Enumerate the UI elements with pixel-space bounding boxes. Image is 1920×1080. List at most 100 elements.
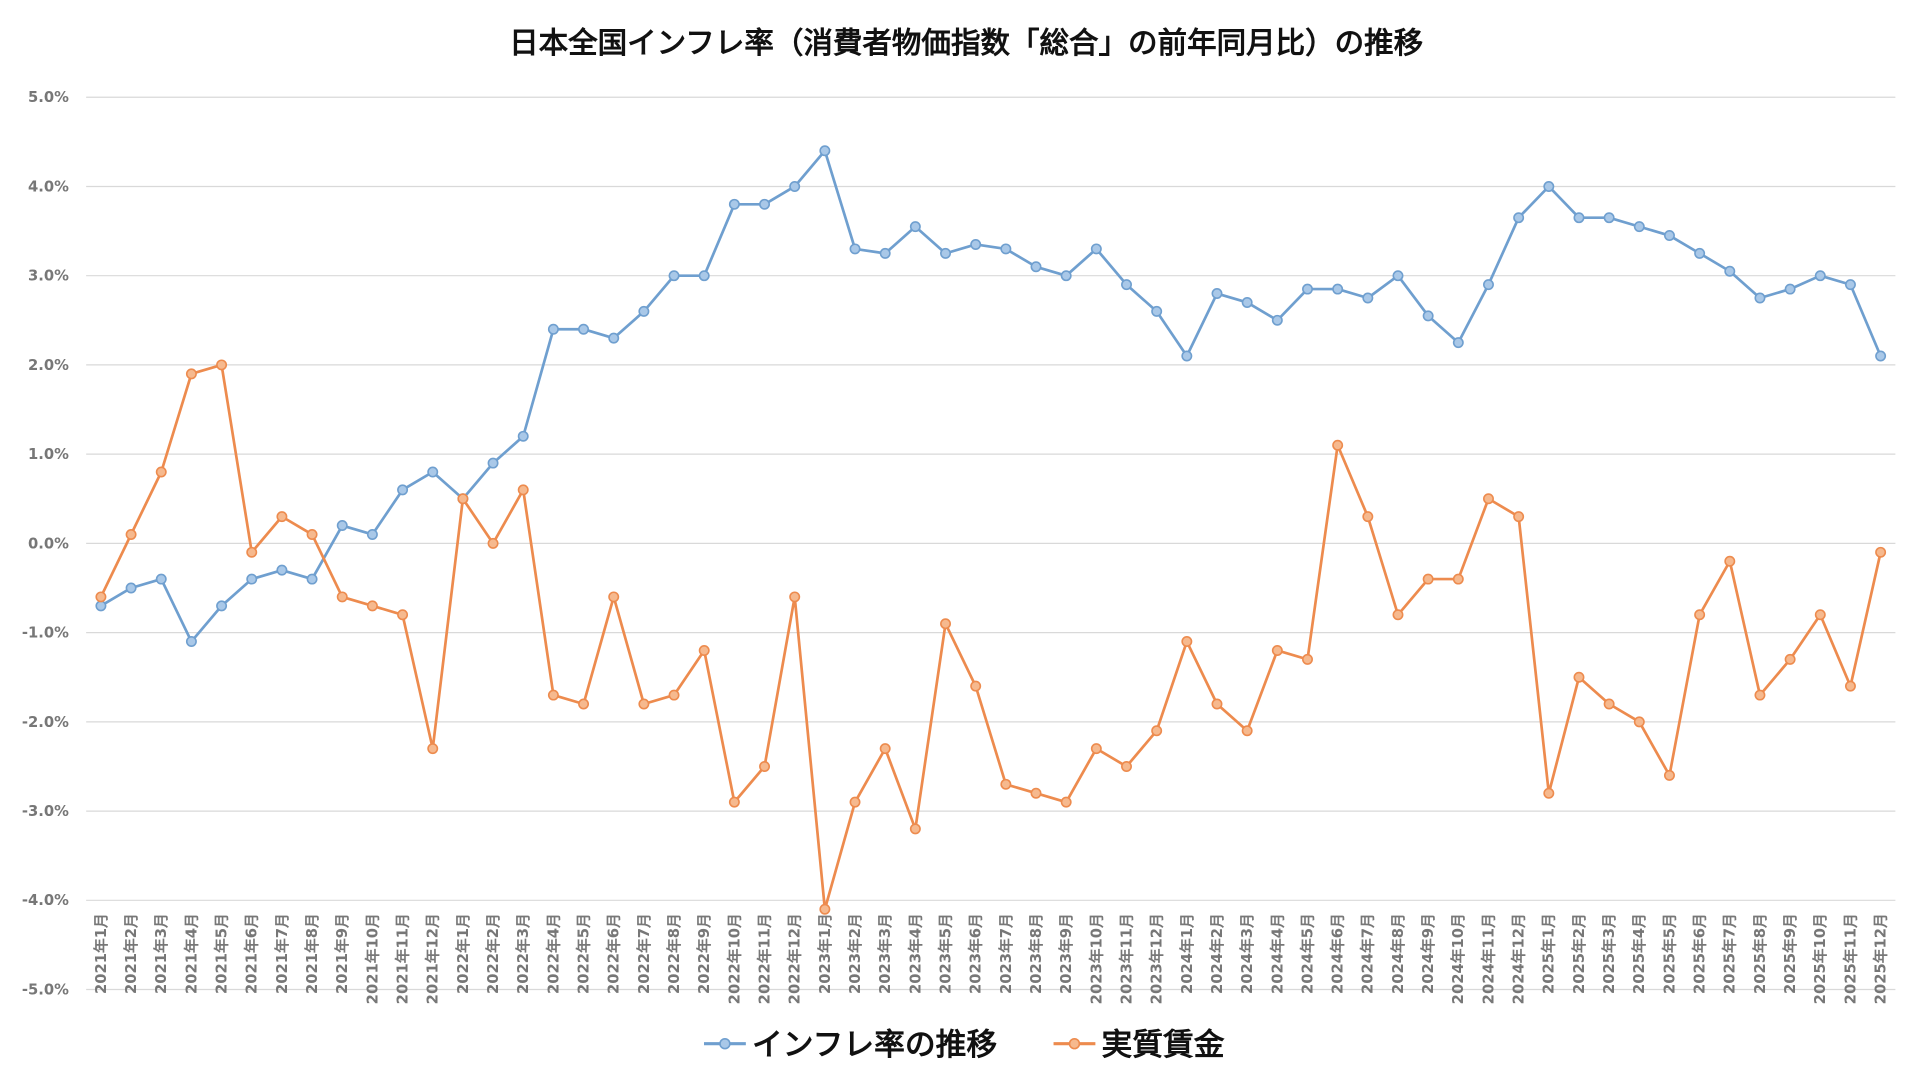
data-point bbox=[1241, 296, 1253, 308]
data-point bbox=[970, 680, 982, 692]
x-axis: 2021年1月 2021年2月 2021年3月 2021年4月 2021年5月 2021年… bbox=[92, 913, 1890, 1004]
data-point bbox=[246, 573, 258, 585]
x-tick-label: 2022年7月 bbox=[635, 913, 653, 994]
data-point bbox=[1302, 653, 1313, 665]
data-point bbox=[185, 368, 197, 380]
x-tick-label: 2023年11月 bbox=[1117, 913, 1135, 1004]
data-point bbox=[1844, 279, 1856, 291]
data-point bbox=[1663, 769, 1675, 781]
data-point bbox=[668, 270, 680, 282]
data-point bbox=[1875, 546, 1887, 558]
data-point bbox=[517, 430, 529, 442]
data-point bbox=[1000, 243, 1012, 255]
x-tick-label: 2024年7月 bbox=[1359, 913, 1377, 994]
data-point bbox=[1392, 270, 1404, 282]
data-point bbox=[185, 636, 197, 648]
data-point bbox=[1573, 671, 1585, 683]
data-point bbox=[1694, 247, 1706, 259]
x-tick-label: 2025年1月 bbox=[1540, 913, 1558, 994]
x-tick-label: 2025年3月 bbox=[1600, 913, 1618, 994]
x-tick-label: 2022年10月 bbox=[725, 913, 743, 1004]
data-point bbox=[698, 270, 710, 282]
x-tick-label: 2025年6月 bbox=[1691, 913, 1709, 994]
data-point bbox=[125, 528, 137, 540]
x-tick-label: 2021年6月 bbox=[243, 913, 261, 994]
data-point bbox=[1483, 279, 1494, 291]
chart-title: 日本全国インフレ率（消費者物価指数「総合」の前年同月比）の推移 bbox=[509, 26, 1423, 60]
x-tick-label: 2024年9月 bbox=[1419, 913, 1437, 994]
x-tick-label: 2022年4月 bbox=[544, 913, 562, 994]
series-line bbox=[99, 363, 1882, 911]
data-point bbox=[728, 796, 740, 808]
data-point bbox=[940, 247, 951, 259]
x-tick-label: 2023年9月 bbox=[1057, 913, 1075, 994]
data-point bbox=[276, 564, 288, 576]
data-point bbox=[759, 760, 771, 772]
data-point bbox=[578, 698, 590, 710]
data-point bbox=[879, 743, 891, 755]
data-point bbox=[1332, 439, 1344, 451]
data-point bbox=[608, 591, 620, 603]
data-point bbox=[1090, 243, 1102, 255]
data-point bbox=[1000, 778, 1012, 790]
y-tick-label: -2.0% bbox=[22, 714, 69, 731]
data-point bbox=[819, 903, 831, 915]
x-tick-label: 2023年8月 bbox=[1027, 913, 1045, 994]
data-point bbox=[547, 323, 559, 335]
x-tick-label: 2022年9月 bbox=[695, 913, 713, 994]
legend-item-real-wage[interactable]: 実質賃金 bbox=[1053, 1027, 1225, 1063]
data-point bbox=[1754, 292, 1766, 304]
x-tick-label: 2023年5月 bbox=[936, 913, 954, 994]
data-point bbox=[1271, 314, 1283, 326]
x-tick-label: 2021年4月 bbox=[182, 913, 200, 994]
x-tick-label: 2021年11月 bbox=[393, 913, 411, 1004]
data-point bbox=[1181, 636, 1193, 648]
legend[interactable]: インフレ率の推移 実質賃金 bbox=[704, 1027, 1225, 1063]
data-point bbox=[1814, 609, 1826, 621]
legend-marker-real-wage bbox=[1068, 1037, 1081, 1050]
x-tick-label: 2023年7月 bbox=[997, 913, 1015, 994]
data-point bbox=[1633, 221, 1645, 233]
data-point bbox=[578, 323, 590, 335]
data-point bbox=[1181, 350, 1193, 362]
data-point bbox=[970, 238, 982, 250]
x-tick-label: 2022年5月 bbox=[574, 913, 592, 994]
y-tick-label: 1.0% bbox=[28, 446, 69, 463]
data-point bbox=[1483, 493, 1494, 505]
x-tick-label: 2021年3月 bbox=[152, 913, 170, 994]
legend-item-inflation[interactable]: インフレ率の推移 bbox=[704, 1027, 997, 1063]
data-point bbox=[1784, 283, 1796, 295]
data-point bbox=[1663, 230, 1675, 242]
x-tick-label: 2023年6月 bbox=[967, 913, 985, 994]
x-tick-label: 2025年9月 bbox=[1781, 913, 1799, 994]
data-point bbox=[638, 698, 650, 710]
data-point bbox=[909, 221, 921, 233]
data-point bbox=[216, 600, 228, 612]
legend-marker-inflation bbox=[719, 1037, 731, 1050]
data-point bbox=[1211, 288, 1223, 300]
data-point bbox=[849, 243, 861, 255]
data-point bbox=[789, 180, 801, 192]
data-point bbox=[1060, 270, 1072, 282]
x-tick-label: 2025年5月 bbox=[1660, 913, 1678, 994]
data-point bbox=[216, 359, 228, 371]
x-tick-label: 2025年7月 bbox=[1721, 913, 1739, 994]
data-point bbox=[1332, 283, 1344, 295]
y-tick-label: 0.0% bbox=[28, 535, 69, 552]
data-point bbox=[487, 537, 499, 549]
x-tick-label: 2025年4月 bbox=[1630, 913, 1648, 994]
data-point bbox=[1875, 350, 1887, 362]
data-point bbox=[276, 511, 288, 523]
data-point bbox=[306, 528, 318, 540]
data-point bbox=[1422, 310, 1434, 322]
data-point bbox=[155, 573, 167, 585]
data-point bbox=[1724, 555, 1736, 567]
x-tick-label: 2022年8月 bbox=[665, 913, 683, 994]
legend-label-inflation: インフレ率の推移 bbox=[752, 1027, 997, 1063]
data-point bbox=[1060, 796, 1072, 808]
data-point bbox=[1271, 644, 1283, 656]
y-tick-label: -3.0% bbox=[22, 803, 69, 820]
data-point bbox=[909, 823, 921, 835]
x-tick-label: 2024年2月 bbox=[1208, 913, 1226, 994]
